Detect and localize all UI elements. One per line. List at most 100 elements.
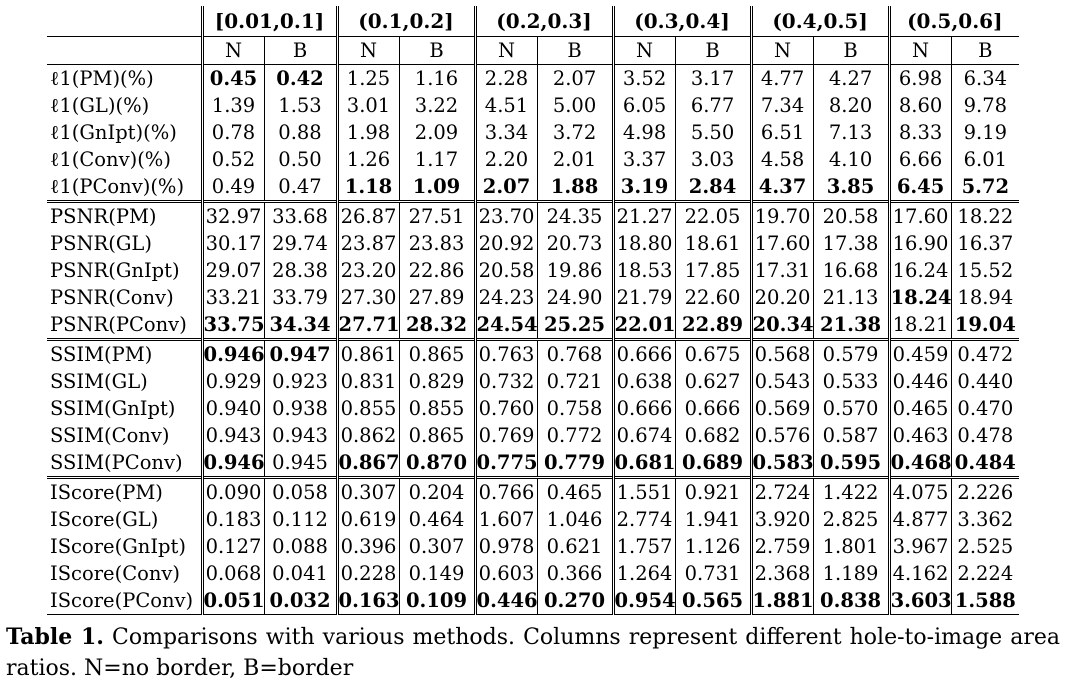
subheader-b: B	[263, 36, 337, 65]
value-cell: 3.34	[473, 119, 538, 146]
value-cell: 16.90	[887, 230, 952, 257]
value-cell: 0.829	[398, 368, 476, 395]
value-cell: 0.775	[473, 449, 538, 478]
value-cell: 30.17	[200, 230, 264, 257]
value-cell: 0.032	[263, 587, 337, 615]
value-cell: 19.70	[749, 200, 814, 230]
value-cell: 0.068	[200, 560, 264, 587]
value-cell: 18.21	[887, 311, 952, 340]
table-row: ℓ1(Conv)(%) 0.52 0.50 1.26 1.17 2.20 2.01 3.37 3…	[47, 146, 1020, 173]
value-cell: 0.689	[674, 449, 752, 478]
value-cell: 0.579	[812, 338, 890, 368]
value-cell: 3.603	[887, 587, 952, 615]
value-cell: 1.264	[611, 560, 676, 587]
value-cell: 1.881	[749, 587, 814, 615]
value-cell: 0.470	[950, 395, 1020, 422]
value-cell: 0.478	[950, 422, 1020, 449]
table-row: PSNR(Conv) 33.21 33.79 27.30 27.89 24.23 24.90…	[47, 284, 1020, 311]
value-cell: 0.865	[398, 338, 476, 368]
table-caption: Table 1. Comparisons with various method…	[6, 622, 1060, 684]
value-cell: 17.60	[887, 200, 952, 230]
row-label: SSIM(GL)	[50, 370, 148, 393]
value-cell: 0.943	[200, 422, 264, 449]
value-cell: 1.09	[398, 173, 476, 202]
row-label: SSIM(GnIpt)	[50, 397, 176, 420]
value-cell: 26.87	[335, 200, 399, 230]
value-cell: 0.569	[749, 395, 814, 422]
value-cell: 7.34	[749, 92, 814, 119]
row-label: IScore(GnIpt)	[50, 535, 186, 558]
value-cell: 0.619	[335, 506, 399, 533]
value-cell: 0.570	[812, 395, 890, 422]
range-header: (0.5,0.6]	[887, 6, 1020, 37]
value-cell: 0.568	[749, 338, 814, 368]
value-cell: 24.23	[473, 284, 538, 311]
value-cell: 23.70	[473, 200, 538, 230]
value-cell: 0.440	[950, 368, 1020, 395]
value-cell: 0.112	[263, 506, 337, 533]
value-cell: 18.22	[950, 200, 1020, 230]
value-cell: 28.32	[398, 311, 476, 340]
value-cell: 0.47	[263, 173, 337, 202]
value-cell: 0.50	[263, 146, 337, 173]
row-label: ℓ1(GL)(%)	[50, 94, 150, 117]
value-cell: 1.88	[536, 173, 614, 202]
value-cell: 22.05	[674, 200, 752, 230]
value-cell: 0.051	[200, 587, 264, 615]
value-cell: 3.03	[674, 146, 752, 173]
value-cell: 19.86	[536, 257, 614, 284]
comparison-table: [0.01,0.1] (0.1,0.2] (0.2,0.3] (0.3,0.4]…	[47, 6, 1020, 615]
value-cell: 1.98	[335, 119, 399, 146]
value-cell: 0.855	[398, 395, 476, 422]
value-cell: 0.603	[473, 560, 538, 587]
value-cell: 3.362	[950, 506, 1020, 533]
value-cell: 0.366	[536, 560, 614, 587]
value-cell: 4.162	[887, 560, 952, 587]
value-cell: 0.396	[335, 533, 399, 560]
value-cell: 6.34	[950, 64, 1020, 92]
results-table-container: [0.01,0.1] (0.1,0.2] (0.2,0.3] (0.3,0.4]…	[47, 6, 1020, 615]
value-cell: 0.183	[200, 506, 264, 533]
value-cell: 21.13	[812, 284, 890, 311]
value-cell: 0.721	[536, 368, 614, 395]
value-cell: 3.52	[611, 64, 676, 92]
value-cell: 0.090	[200, 476, 264, 506]
value-cell: 27.89	[398, 284, 476, 311]
table-row: PSNR(PConv) 33.75 34.34 27.71 28.32 24.54 25.2…	[47, 311, 1020, 340]
value-cell: 0.465	[887, 395, 952, 422]
subheader-b: B	[674, 36, 752, 65]
value-cell: 0.862	[335, 422, 399, 449]
value-cell: 0.945	[263, 449, 337, 478]
row-label: IScore(GL)	[50, 508, 159, 531]
table-row: ℓ1(PConv)(%) 0.49 0.47 1.18 1.09 2.07 1.88 3.19…	[47, 173, 1020, 202]
table-row: PSNR(GnIpt) 29.07 28.38 23.20 22.86 20.58 19.8…	[47, 257, 1020, 284]
value-cell: 0.947	[263, 338, 337, 368]
table-row: IScore(GnIpt) 0.127 0.088 0.396 0.307 0.978 0.…	[47, 533, 1020, 560]
table-row: ℓ1(PM)(%) 0.45 0.42 1.25 1.16 2.28 2.07 3.52 3.1…	[47, 64, 1020, 92]
value-cell: 0.681	[611, 449, 676, 478]
value-cell: 33.75	[200, 311, 264, 340]
value-cell: 0.766	[473, 476, 538, 506]
value-cell: 27.51	[398, 200, 476, 230]
value-cell: 6.98	[887, 64, 952, 92]
value-cell: 0.109	[398, 587, 476, 615]
value-cell: 0.465	[536, 476, 614, 506]
value-cell: 22.60	[674, 284, 752, 311]
value-cell: 6.05	[611, 92, 676, 119]
value-cell: 0.49	[200, 173, 264, 202]
value-cell: 0.855	[335, 395, 399, 422]
value-cell: 18.80	[611, 230, 676, 257]
value-cell: 0.861	[335, 338, 399, 368]
value-cell: 33.68	[263, 200, 337, 230]
value-cell: 4.27	[812, 64, 890, 92]
value-cell: 0.779	[536, 449, 614, 478]
value-cell: 0.459	[887, 338, 952, 368]
row-label: PSNR(Conv)	[50, 286, 174, 309]
value-cell: 34.34	[263, 311, 337, 340]
caption-text: Comparisons with various methods. Column…	[6, 625, 1061, 681]
value-cell: 0.666	[611, 338, 676, 368]
value-cell: 0.732	[473, 368, 538, 395]
value-cell: 0.576	[749, 422, 814, 449]
value-cell: 3.72	[536, 119, 614, 146]
value-cell: 0.627	[674, 368, 752, 395]
